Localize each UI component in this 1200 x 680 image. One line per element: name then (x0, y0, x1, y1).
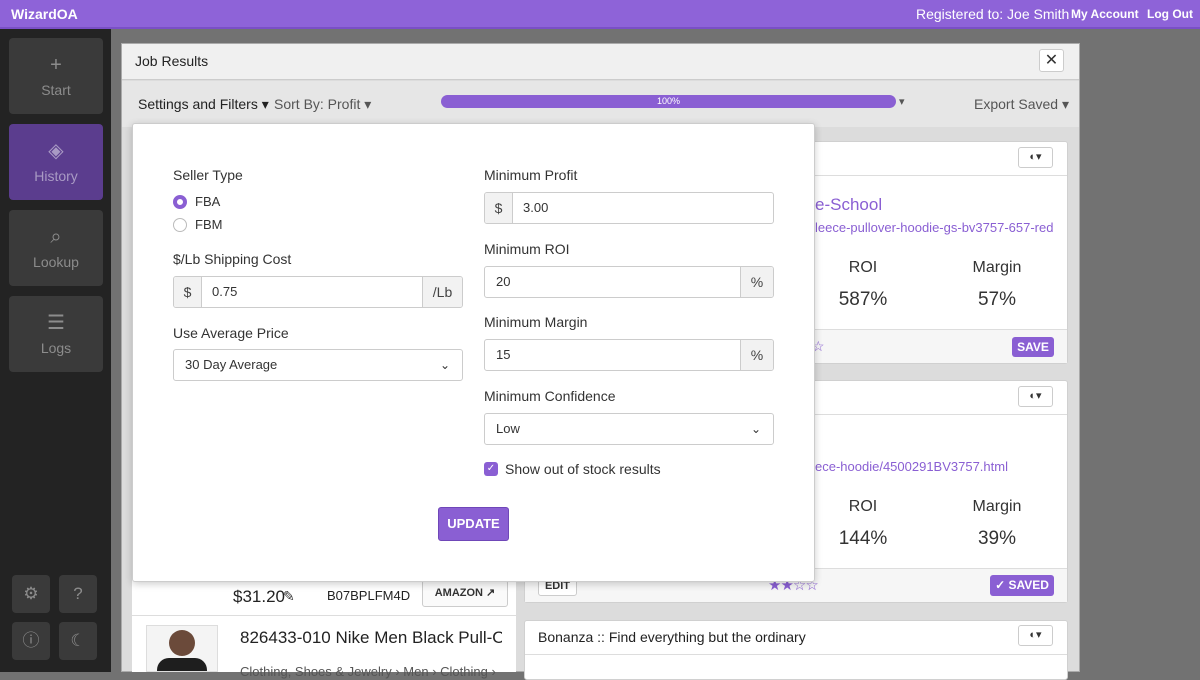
settings-label: Settings and Filters (138, 96, 258, 112)
result-card (524, 620, 1068, 680)
sort-dropdown[interactable]: Sort By: Profit ▾ (274, 96, 372, 112)
product-title: 826433-010 Nike Men Black Pull-Over (240, 628, 502, 647)
field-label: Use Average Price (173, 325, 289, 341)
export-label: Export Saved (974, 96, 1059, 112)
radio-label: FBM (195, 217, 223, 232)
input-value: 0.75 (212, 284, 238, 299)
amazon-button[interactable]: AMAZON ↗ (422, 580, 508, 607)
settings-dropdown[interactable]: Settings and Filters ▾ (138, 96, 269, 112)
input-prefix: $ (485, 193, 513, 223)
save-button[interactable]: SAVE (1012, 337, 1054, 357)
margin-label: Margin (972, 259, 1022, 276)
sort-label: Sort By: Profit (274, 96, 361, 112)
margin-value: 57% (977, 289, 1017, 310)
top-bar (0, 0, 1200, 29)
min-profit-input[interactable]: $ 3.00 (484, 192, 774, 224)
roi-label: ROI (848, 498, 878, 515)
input-prefix: $ (174, 277, 202, 307)
average-price-select[interactable]: 30 Day Average ⌄ (173, 349, 463, 381)
margin-label: Margin (972, 498, 1022, 515)
confidence-button[interactable]: ◐▾ (1018, 625, 1053, 646)
product-image (146, 625, 218, 672)
input-value: 3.00 (523, 200, 549, 215)
card-link[interactable]: ece-hoodie/4500291BV3757.html (815, 459, 1008, 474)
registered: Registered to: Joe Smith (916, 6, 1070, 22)
input-suffix: /Lb (422, 277, 462, 307)
field-label: Seller Type (173, 167, 243, 183)
modal-header (122, 44, 1079, 80)
update-button[interactable]: UPDATE (438, 507, 509, 541)
saved-button[interactable]: ✓ SAVED (990, 575, 1054, 596)
nav-history[interactable]: ◈ History (9, 124, 103, 200)
select-value: 30 Day Average (185, 357, 278, 372)
modal-title: Job Results (135, 53, 209, 69)
rating-star[interactable]: ☆ (812, 338, 825, 354)
radio-label: FBA (195, 194, 221, 209)
info-button[interactable]: ⓘ (12, 622, 50, 660)
input-suffix: % (740, 340, 773, 370)
checkbox[interactable]: ✓ (484, 462, 498, 476)
chevron: ⌄ (439, 358, 450, 372)
card-title[interactable]: e-School (815, 195, 883, 214)
nav-label: Start (41, 82, 71, 98)
theme-button[interactable]: ☾ (59, 622, 97, 660)
roi-label: ROI (848, 259, 878, 276)
brand[interactable]: WizardOA (11, 6, 78, 22)
margin-value: 39% (977, 528, 1017, 549)
icon: ◈ (48, 140, 64, 162)
field-label: Minimum Profit (484, 167, 578, 183)
nav-label: History (34, 168, 78, 184)
min-roi-input[interactable]: 20 % (484, 266, 774, 298)
settings-button[interactable]: ⚙ (12, 575, 50, 613)
icon: ☰ (47, 312, 65, 334)
help-button[interactable]: ? (59, 575, 97, 613)
field-label: Minimum Margin (484, 314, 588, 330)
nav-label: Lookup (33, 254, 79, 270)
asin: B07BPLFM4D (327, 588, 411, 603)
row-divider (132, 615, 516, 616)
input-suffix: % (740, 267, 773, 297)
field-label: $/Lb Shipping Cost (173, 251, 292, 267)
input-value: 15 (496, 347, 511, 362)
card-header (525, 654, 1067, 655)
checkbox-label: Show out of stock results (505, 461, 661, 477)
card-link[interactable]: leece-pullover-hoodie-gs-bv3757-657-red (815, 220, 1054, 235)
progress-bar: 100% (441, 95, 896, 108)
my-account[interactable]: My Account (1071, 7, 1139, 21)
progress-label: 100% (656, 96, 681, 106)
nav-start[interactable]: + Start (9, 38, 103, 114)
price: $31.20 (233, 587, 285, 606)
confidence-select[interactable]: Low ⌄ (484, 413, 774, 445)
shipping-input[interactable]: $ 0.75 /Lb (173, 276, 463, 308)
radio-fbm[interactable] (173, 218, 187, 232)
roi-value: 587% (838, 289, 888, 310)
saved-label: SAVED (1008, 578, 1049, 592)
image-figure (157, 658, 207, 671)
close-button[interactable]: ✕ (1039, 49, 1064, 72)
card-source-title: Bonanza :: Find everything but the ordin… (538, 629, 806, 645)
icon: + (50, 54, 62, 76)
edit-price-icon[interactable]: ✎ (283, 588, 295, 604)
log-out[interactable]: Log Out (1147, 7, 1193, 21)
nav-lookup[interactable]: ⌕ Lookup (9, 210, 103, 286)
chevron: ⌄ (750, 422, 761, 436)
nav-logs[interactable]: ☰ Logs (9, 296, 103, 372)
confidence-button[interactable]: ◐▾ (1018, 147, 1053, 168)
image-figure (169, 630, 195, 656)
confidence-button[interactable]: ◐▾ (1018, 386, 1053, 407)
roi-value: 144% (838, 528, 888, 549)
amazon-label: AMAZON (434, 587, 483, 599)
field-label: Minimum ROI (484, 241, 570, 257)
nav-label: Logs (40, 340, 72, 356)
icon: ⌕ (50, 226, 62, 248)
radio-fba[interactable] (173, 195, 187, 209)
select-value: Low (496, 421, 520, 436)
input-value: 20 (496, 274, 511, 289)
progress-caret[interactable]: ▾ (899, 96, 905, 108)
export-dropdown[interactable]: Export Saved ▾ (974, 96, 1069, 112)
min-margin-input[interactable]: 15 % (484, 339, 774, 371)
field-label: Minimum Confidence (484, 388, 616, 404)
